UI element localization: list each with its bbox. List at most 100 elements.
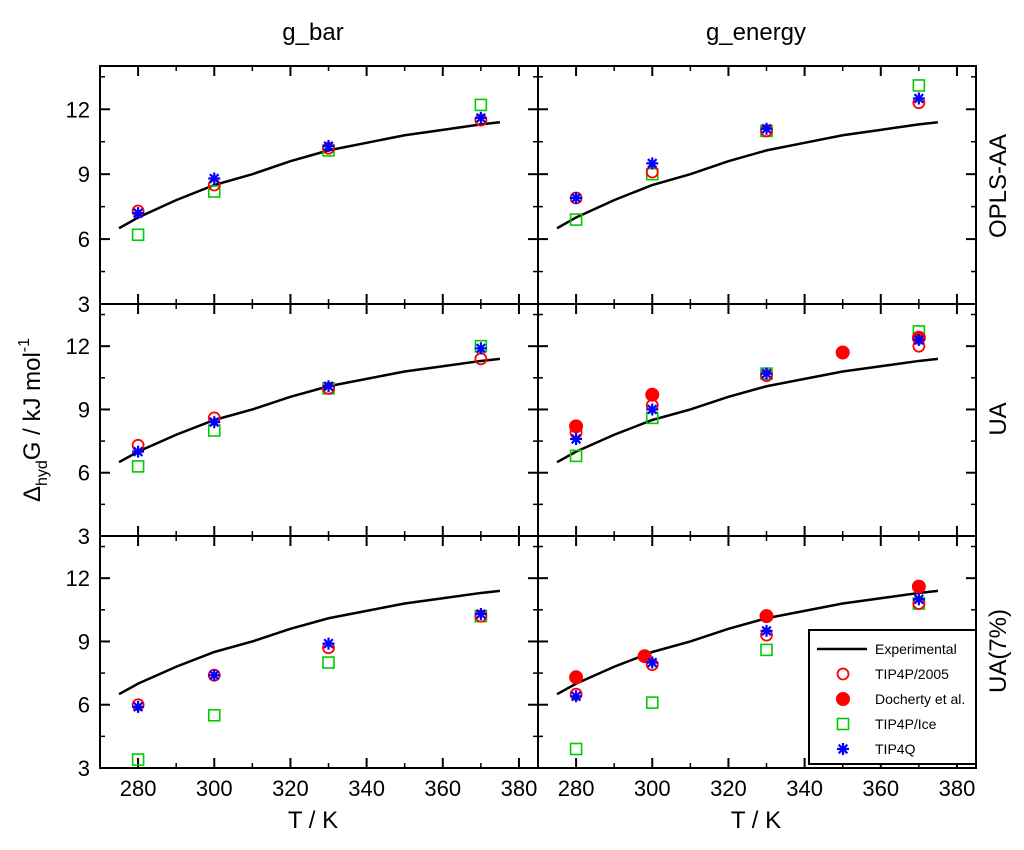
panel-ua-g-bar-tip4q-point-330-strokes [322, 380, 335, 393]
panel-opls-aa-g-bar-tip4q-point-330-strokes [322, 140, 335, 153]
panel-opls-aa-g-bar: 3 6 9 12 [66, 65, 539, 317]
panel-opls-aa-g-bar-tip4q-point-370-strokes [474, 111, 487, 124]
panel-ua-g-energy-docherty-et-al-point-300 [645, 387, 660, 402]
x-axis-label-left: T / K [288, 807, 338, 834]
x-axis-label-right: T / K [731, 807, 781, 834]
y-tick-label-ua-7-9: 9 [78, 629, 90, 654]
x-tick-label-g-bar-340: 340 [348, 776, 385, 801]
panel-ua-g-energy-tip4q-point-280 [570, 432, 583, 445]
panel-ua-g-energy-experimental-line [556, 357, 939, 464]
x-tick-label-g-bar-360: 360 [424, 776, 461, 801]
x-tick-label-g-bar-380: 380 [501, 776, 538, 801]
panel-ua-g-bar-experimental-line [118, 357, 501, 464]
panel-ua-7-g-energy: 280 300 320 340 360 380 [537, 535, 977, 801]
panel-ua-7-g-bar-tip4q-point-300 [208, 669, 221, 682]
panel-ua-g-bar-tip4q-point-280-strokes [132, 445, 145, 458]
panel-ua-g-energy-docherty-et-al-point-280 [569, 419, 584, 434]
panel-ua-7-g-energy-docherty-et-al-point-280 [569, 670, 584, 685]
panel-ua-7-g-energy-experimental-line [556, 589, 939, 696]
x-tick-label-g-energy-380: 380 [939, 776, 976, 801]
panel-opls-aa-g-energy-tip4q-point-330 [760, 122, 773, 135]
panel-ua-7-g-energy-tip4q-point-280 [570, 690, 583, 703]
panel-ua-g-energy-tip4q-point-370 [912, 333, 925, 346]
panel-opls-aa-g-bar-tip4q-point-330 [322, 140, 335, 153]
panel-ua-g-energy [537, 303, 977, 537]
x-tick-label-g-energy-320: 320 [710, 776, 747, 801]
panel-opls-aa-g-energy-experimental-line [556, 121, 939, 230]
panel-ua-g-energy-tip4q-point-300-strokes [646, 403, 659, 416]
panel-opls-aa-g-energy-tip4q-point-330-strokes [760, 122, 773, 135]
panel-ua-7-g-energy-docherty-et-al-point-370 [911, 579, 926, 594]
panel-ua-g-energy-frame [537, 303, 977, 537]
y-tick-label-ua-7-6: 6 [78, 693, 90, 718]
legend-tip4q-label: TIP4Q [875, 741, 916, 757]
panel-ua-7-g-energy-tip4q-point-370 [912, 593, 925, 606]
panel-opls-aa-g-bar-tip4q-point-300-strokes [208, 172, 221, 185]
panel-opls-aa-g-energy-tip4q-point-280-strokes [570, 191, 583, 204]
panel-ua-7-g-bar-tip4p-ice-point-300 [207, 708, 221, 722]
panel-ua-g-bar: 3 6 9 12 [66, 303, 539, 549]
x-tick-label-g-bar-320: 320 [272, 776, 309, 801]
panel-ua-g-bar-tip4q-point-370 [474, 342, 487, 355]
panel-ua-g-energy-tip4q-point-300 [646, 403, 659, 416]
y-label-superscript: -1 [16, 338, 33, 352]
x-tick-label-g-energy-300: 300 [634, 776, 671, 801]
y-tick-label-opls-aa-6: 6 [78, 227, 90, 252]
legend-experimental-label: Experimental [875, 641, 957, 657]
y-label-subscript: hyd [34, 460, 51, 486]
y-axis-label: ΔhydG / kJ mol-1 [16, 338, 51, 502]
legend-tip4p-ice-label: TIP4P/Ice [875, 716, 937, 732]
panel-ua-g-bar-tip4q-point-300-strokes [208, 416, 221, 429]
panel-opls-aa-g-bar-tip4p-ice-point-280 [131, 228, 145, 242]
legend-docherty-et-al-marker [836, 692, 850, 706]
panel-ua-g-energy-tip4q-point-280-strokes [570, 432, 583, 445]
y-tick-label-opls-aa-12: 12 [66, 97, 90, 122]
y-tick-label-ua-7-12: 12 [66, 566, 90, 591]
panel-ua-7-g-energy-tip4q-point-330 [760, 624, 773, 637]
panel-opls-aa-g-bar-tip4q-point-280 [132, 207, 145, 220]
legend-tip4q-marker [837, 743, 849, 755]
panel-ua-7-g-energy-tip4p-ice-point-330 [760, 643, 773, 657]
panel-opls-aa-g-energy [537, 65, 977, 305]
panel-opls-aa-g-energy-tip4q-point-280 [570, 191, 583, 204]
x-tick-label-g-energy-280: 280 [558, 776, 595, 801]
panel-ua-g-bar-frame [99, 303, 539, 537]
panel-opls-aa-g-energy-tip4p-ice-point-370 [912, 79, 926, 92]
panel-ua-7-g-bar-tip4q-point-370-strokes [474, 608, 487, 621]
legend-tip4p-ice-marker [836, 717, 850, 731]
panel-ua-7-g-energy-tip4q-point-280-strokes [570, 690, 583, 703]
panel-ua-7-g-bar-tip4p-ice-point-280 [131, 753, 145, 766]
panel-ua-7-g-bar-tip4p-ice-point-330 [322, 656, 335, 669]
panel-opls-aa-g-energy-tip4p-ice-point-280 [569, 213, 583, 226]
col-title-g-bar: g_bar [282, 19, 343, 46]
panel-ua-g-energy-docherty-et-al-point-350 [835, 345, 850, 360]
panel-opls-aa-g-bar-tip4q-point-370 [474, 111, 487, 124]
panel-ua-g-bar-tip4p-2005-point-370 [474, 352, 488, 366]
panel-ua-7-g-energy-tip4p-ice-point-300 [645, 696, 659, 709]
row-title-opls-aa: OPLS-AA [985, 134, 1012, 238]
panel-ua-g-energy-tip4q-point-330 [760, 367, 773, 380]
legend-tip4p-2005-label: TIP4P/2005 [875, 666, 949, 682]
panel-ua-7-g-bar-tip4q-point-330 [322, 637, 335, 650]
row-title-ua: UA [985, 402, 1012, 435]
panel-opls-aa-g-energy-tip4q-point-370-strokes [912, 92, 925, 105]
y-tick-label-ua-7-3: 3 [78, 756, 90, 781]
panel-opls-aa-g-energy-tip4q-point-370 [912, 92, 925, 105]
panel-opls-aa-g-bar-tip4p-ice-point-300 [207, 185, 221, 198]
panel-ua-g-bar-tip4q-point-370-strokes [474, 342, 487, 355]
panel-opls-aa-g-bar-tip4q-point-300 [208, 172, 221, 185]
panel-opls-aa-g-energy-tip4q-point-300-strokes [646, 157, 659, 170]
col-title-g-energy: g_energy [706, 19, 806, 46]
y-label-delta: Δ [19, 486, 46, 502]
panel-ua-7-g-bar-tip4q-point-280 [132, 700, 145, 713]
panel-ua-7-g-bar-tip4q-point-280-strokes [132, 700, 145, 713]
panel-ua-7-g-bar-tip4q-point-300-strokes [208, 669, 221, 682]
panel-opls-aa-g-bar-tip4p-ice-point-370 [474, 98, 488, 112]
panel-ua-7-g-bar: 3 6 9 12 280 300 320 340 360 380 [66, 535, 539, 801]
x-tick-label-g-bar-300: 300 [196, 776, 233, 801]
panel-ua-g-bar-tip4q-point-300 [208, 416, 221, 429]
panel-opls-aa-g-bar-experimental-line [118, 121, 501, 230]
panel-ua-7-g-bar-tip4q-point-370 [474, 608, 487, 621]
